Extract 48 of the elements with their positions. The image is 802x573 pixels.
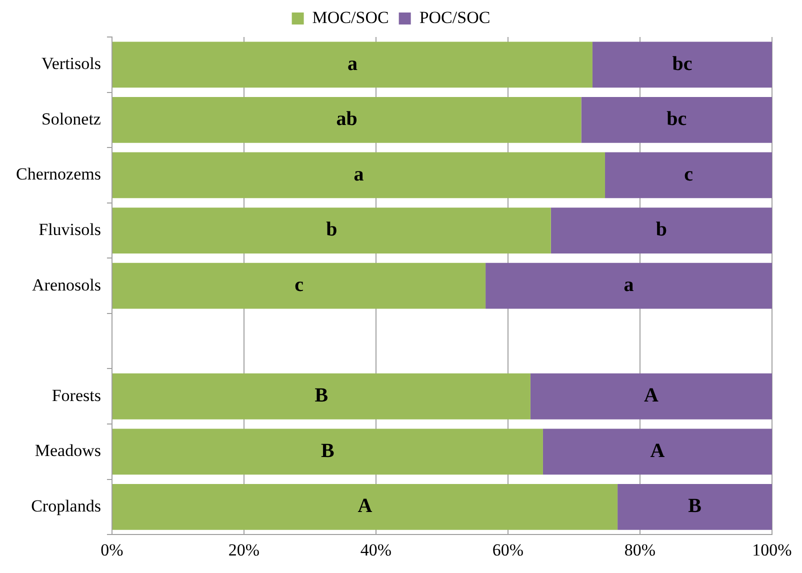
data-label: A [650, 440, 666, 462]
x-tick-label: 20% [228, 540, 260, 560]
bar [112, 428, 543, 475]
bar [581, 96, 772, 143]
data-label: A [358, 495, 373, 518]
bar [486, 262, 772, 309]
y-tick-label: Croplands [31, 496, 101, 516]
bar [618, 484, 772, 530]
data-label: bc [672, 52, 692, 75]
y-tick-label: Forests [52, 386, 101, 405]
data-label: c [294, 274, 304, 296]
legend-label: POC/SOC [419, 8, 490, 27]
y-tick-label: Fluvisols [38, 220, 101, 239]
bar [530, 373, 772, 420]
legend-label: MOC/SOC [312, 8, 389, 27]
y-tick-label: Chernozems [16, 164, 101, 184]
bar [605, 152, 772, 198]
data-label: bc [666, 108, 687, 130]
bar [550, 208, 772, 254]
data-label: A [644, 384, 659, 407]
y-tick-label: Meadows [34, 441, 101, 460]
bar [592, 42, 772, 88]
x-tick-label: 0% [100, 540, 124, 560]
data-label: c [684, 163, 694, 186]
data-label: ab [336, 108, 358, 130]
bar [542, 428, 772, 475]
x-tick-label: 80% [624, 540, 656, 560]
data-label: a [354, 163, 364, 186]
x-tick-label: 40% [360, 540, 392, 560]
bar [112, 96, 582, 143]
bar [112, 484, 618, 530]
bar [112, 42, 592, 88]
data-label: B [321, 440, 334, 462]
data-label: B [688, 495, 702, 518]
x-tick-label: 100% [752, 540, 792, 560]
bar [112, 373, 530, 420]
data-label: a [624, 274, 634, 296]
data-label: b [326, 218, 338, 241]
y-tick-label: Solonetz [41, 109, 102, 128]
data-label: b [656, 218, 668, 241]
data-label: a [347, 52, 358, 75]
bar [112, 208, 551, 254]
y-tick-label: Arenosols [32, 275, 101, 294]
y-tick-label: Vertisols [41, 54, 101, 74]
bar [112, 152, 606, 198]
x-tick-label: 60% [492, 540, 524, 560]
data-label: B [314, 384, 328, 407]
bar [112, 262, 486, 309]
